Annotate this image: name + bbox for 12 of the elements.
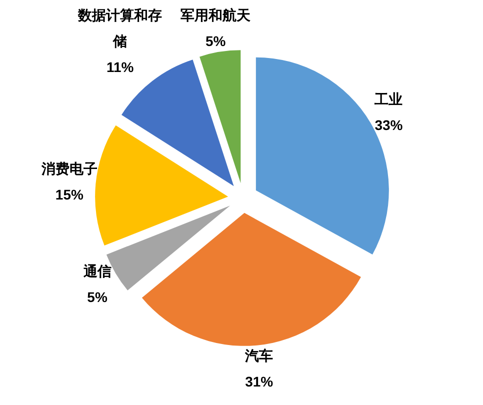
slice-label: 工业 (374, 90, 403, 107)
data-label: 15% (55, 186, 84, 203)
data-label: 5% (87, 289, 108, 306)
slice-label: 军用和航天 (180, 7, 252, 24)
data-label: 33% (374, 116, 404, 133)
slice-label: 数据计算和存储 (77, 7, 162, 50)
data-label: 11% (106, 59, 134, 76)
slice-label: 消费电子 (40, 160, 98, 177)
data-label: 31% (245, 373, 274, 390)
slice-label: 通信 (82, 263, 112, 280)
data-label: 5% (205, 33, 226, 50)
slice-label: 汽车 (244, 347, 274, 364)
